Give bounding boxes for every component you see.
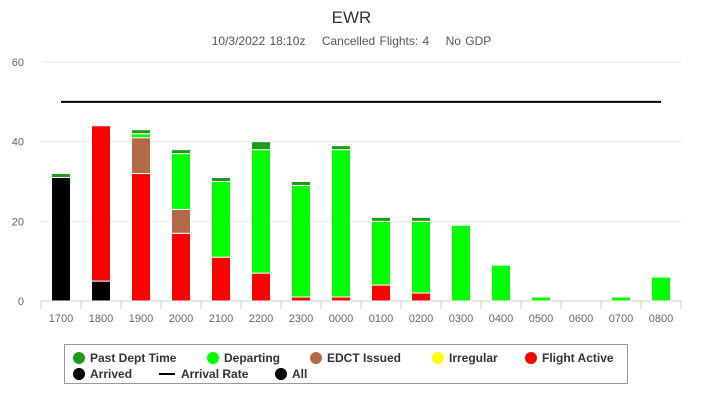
y-tick-label: 40 — [12, 137, 24, 149]
bar-edct-issued-2000 — [171, 208, 191, 234]
legend-label: Departing — [224, 351, 281, 365]
x-tick-label: 1800 — [89, 313, 113, 325]
bar-flight-active-0100 — [371, 284, 391, 302]
y-tick-label: 0 — [18, 296, 24, 308]
bar-flight-active-1900 — [131, 173, 151, 302]
bar-flight-active-0200 — [411, 292, 431, 302]
x-tick-label: 0800 — [649, 313, 673, 325]
bar-flight-active-2300 — [291, 296, 311, 302]
cancelled-flights: Cancelled Flights: 4 — [321, 34, 430, 48]
legend-item-flight-active[interactable]: Flight Active — [525, 350, 614, 366]
bar-past-dept-time-0000 — [331, 145, 351, 151]
bar-flight-active-2200 — [251, 272, 271, 302]
bar-past-dept-time-2100 — [211, 177, 231, 182]
legend-swatch-past-dept-time — [73, 352, 85, 364]
timestamp: 10/3/2022 18:10z — [211, 34, 306, 48]
bar-arrived-1800 — [91, 280, 111, 302]
legend-swatch-irregular — [432, 352, 444, 364]
legend-item-all[interactable]: All — [275, 366, 307, 382]
legend-item-past-dept-time[interactable]: Past Dept Time — [73, 350, 176, 366]
bar-departing-2300 — [291, 184, 311, 298]
x-tick-label: 0400 — [489, 313, 513, 325]
x-tick-label: 0000 — [329, 313, 353, 325]
y-tick-label: 20 — [12, 216, 24, 228]
bar-departing-0000 — [331, 149, 351, 298]
bar-departing-0400 — [491, 264, 511, 302]
bar-flight-active-0000 — [331, 296, 351, 302]
x-tick-label: 2100 — [209, 313, 233, 325]
bar-edct-issued-1900 — [131, 137, 151, 175]
x-tick-label: 2200 — [249, 313, 273, 325]
legend-swatch-edct-issued — [310, 352, 322, 364]
x-tick-label: 1900 — [129, 313, 153, 325]
x-tick-label: 0600 — [569, 313, 593, 325]
bar-flight-active-2000 — [171, 232, 191, 302]
bar-flight-active-1800 — [91, 125, 111, 282]
bar-past-dept-time-0200 — [411, 216, 431, 222]
bar-departing-0300 — [451, 224, 471, 302]
bar-departing-0200 — [411, 220, 431, 294]
bar-flight-active-2100 — [211, 256, 231, 302]
legend-item-edct-issued[interactable]: EDCT Issued — [310, 350, 401, 366]
y-tick-label: 60 — [12, 57, 24, 69]
bar-past-dept-time-2000 — [171, 149, 191, 155]
bar-past-dept-time-1700 — [51, 173, 71, 179]
bar-past-dept-time-0100 — [371, 216, 391, 222]
x-tick-label: 0500 — [529, 313, 553, 325]
bar-past-dept-time-1900 — [131, 129, 151, 135]
legend-swatch-arrived — [73, 368, 85, 380]
legend-swatch-departing — [207, 352, 219, 364]
legend: Past Dept Time Departing EDCT Issued Irr… — [64, 344, 628, 384]
legend-label: EDCT Issued — [327, 351, 402, 365]
legend-label: Arrived — [90, 367, 133, 381]
legend-item-arrival-rate[interactable]: Arrival Rate — [159, 366, 248, 382]
bar-departing-0100 — [371, 220, 391, 286]
bar-departing-0700 — [611, 296, 631, 302]
bar-arrived-1700 — [51, 177, 71, 302]
legend-label: Irregular — [449, 351, 498, 365]
x-tick-label: 0200 — [409, 313, 433, 325]
legend-item-irregular[interactable]: Irregular — [432, 350, 498, 366]
legend-swatch-arrival-rate — [159, 373, 175, 375]
bar-departing-0800 — [651, 276, 671, 302]
legend-item-arrived[interactable]: Arrived — [73, 366, 132, 382]
gdp-status: No GDP — [445, 34, 492, 48]
bar-past-dept-time-2200 — [251, 141, 271, 151]
chart-title: EWR — [331, 8, 372, 27]
x-tick-label: 0700 — [609, 313, 633, 325]
x-tick-label: 0100 — [369, 313, 393, 325]
x-tick-label: 2000 — [169, 313, 193, 325]
chart-subtitle: 10/3/2022 18:10z Cancelled Flights: 4 No… — [0, 34, 703, 48]
bar-departing-2100 — [211, 181, 231, 258]
x-tick-label: 2300 — [289, 313, 313, 325]
legend-label: Flight Active — [542, 351, 614, 365]
legend-label: Arrival Rate — [181, 367, 249, 381]
legend-label: All — [292, 367, 308, 381]
bar-departing-2000 — [171, 153, 191, 210]
legend-item-departing[interactable]: Departing — [207, 350, 280, 366]
bar-departing-1900 — [131, 133, 151, 139]
legend-swatch-flight-active — [525, 352, 537, 364]
bar-departing-2200 — [251, 149, 271, 274]
legend-swatch-all — [275, 368, 287, 380]
bar-past-dept-time-2300 — [291, 181, 311, 186]
x-tick-label: 1700 — [49, 313, 73, 325]
bar-departing-0500 — [531, 296, 551, 302]
bar-chart: 0 20 40 60 1700 1800 1900 2000 2100 2200 2300 0000 0… — [12, 57, 682, 325]
legend-label: Past Dept Time — [90, 351, 177, 365]
x-tick-label: 0300 — [449, 313, 473, 325]
